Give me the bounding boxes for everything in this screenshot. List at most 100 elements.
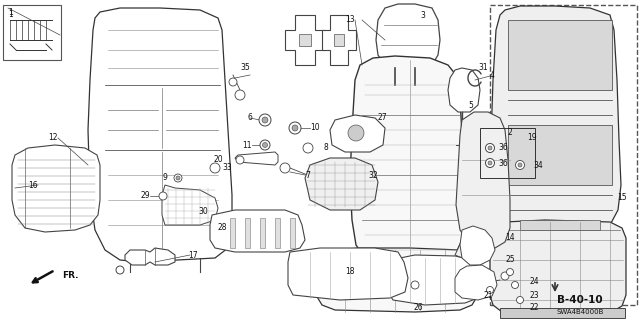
Polygon shape (500, 308, 625, 318)
Polygon shape (314, 248, 478, 312)
Circle shape (501, 272, 509, 280)
Polygon shape (508, 125, 612, 185)
Text: 23: 23 (530, 291, 540, 300)
Circle shape (262, 143, 268, 147)
Polygon shape (290, 218, 295, 248)
Polygon shape (456, 112, 510, 248)
Text: 15: 15 (617, 194, 627, 203)
Text: FR.: FR. (62, 271, 79, 279)
Bar (3, 5, 61, 60)
Circle shape (506, 269, 513, 276)
Text: 31: 31 (478, 63, 488, 72)
Text: 30: 30 (198, 207, 208, 217)
Circle shape (280, 163, 290, 173)
Text: 11: 11 (243, 140, 252, 150)
Text: 27: 27 (378, 114, 388, 122)
Text: 25: 25 (505, 256, 515, 264)
Polygon shape (285, 15, 325, 65)
Polygon shape (490, 220, 626, 315)
Circle shape (486, 159, 495, 167)
Polygon shape (305, 158, 378, 210)
Circle shape (348, 125, 364, 141)
Text: 14: 14 (505, 234, 515, 242)
Text: 19: 19 (527, 133, 536, 143)
Circle shape (174, 174, 182, 182)
Text: 7: 7 (305, 170, 310, 180)
Text: 33: 33 (222, 164, 232, 173)
Circle shape (236, 156, 244, 164)
Text: 10: 10 (310, 123, 319, 132)
Text: 1: 1 (8, 8, 13, 17)
Polygon shape (88, 8, 232, 262)
Polygon shape (508, 20, 612, 90)
Text: B-40-10: B-40-10 (557, 295, 603, 305)
Text: 21: 21 (483, 291, 493, 300)
Polygon shape (260, 218, 265, 248)
Circle shape (511, 281, 518, 288)
Polygon shape (245, 218, 250, 248)
Polygon shape (12, 145, 100, 232)
Circle shape (262, 117, 268, 123)
Text: 18: 18 (345, 268, 355, 277)
Text: 6: 6 (247, 114, 252, 122)
Text: 8: 8 (324, 144, 329, 152)
Text: 34: 34 (533, 160, 543, 169)
Circle shape (235, 90, 245, 100)
Circle shape (488, 146, 492, 150)
Polygon shape (448, 68, 480, 112)
Text: 32: 32 (369, 170, 378, 180)
Text: 5: 5 (468, 100, 473, 109)
Text: 1: 1 (8, 10, 13, 19)
Polygon shape (455, 265, 497, 300)
Text: 36: 36 (498, 159, 508, 167)
Text: 22: 22 (530, 303, 540, 313)
Bar (490, 5, 637, 305)
Text: 13: 13 (346, 16, 355, 25)
Text: 12: 12 (49, 133, 58, 143)
Text: 24: 24 (530, 278, 540, 286)
Polygon shape (460, 226, 495, 265)
Text: 9: 9 (162, 174, 167, 182)
Polygon shape (125, 248, 175, 265)
Text: 3: 3 (420, 11, 426, 19)
Polygon shape (288, 248, 408, 300)
Polygon shape (491, 6, 621, 232)
Text: 4: 4 (490, 70, 495, 79)
Circle shape (260, 140, 270, 150)
Circle shape (516, 296, 524, 303)
Polygon shape (322, 15, 356, 65)
Circle shape (515, 160, 525, 169)
Circle shape (229, 78, 237, 86)
Bar (480, 128, 535, 178)
Polygon shape (210, 210, 305, 252)
Text: 2: 2 (508, 128, 513, 137)
Text: 28: 28 (218, 224, 227, 233)
Circle shape (159, 192, 167, 200)
Polygon shape (350, 56, 465, 265)
Text: 36: 36 (498, 144, 508, 152)
Text: 17: 17 (188, 250, 198, 259)
Text: 26: 26 (413, 303, 423, 313)
Polygon shape (235, 152, 278, 165)
Polygon shape (455, 130, 470, 258)
Circle shape (411, 281, 419, 289)
Text: SWA4B4000B: SWA4B4000B (556, 309, 604, 315)
Circle shape (488, 161, 492, 165)
Text: 16: 16 (28, 181, 38, 189)
Text: 29: 29 (140, 191, 150, 201)
Polygon shape (162, 185, 218, 225)
Circle shape (259, 114, 271, 126)
Circle shape (292, 125, 298, 131)
Polygon shape (299, 34, 311, 46)
Polygon shape (388, 255, 480, 305)
Text: 20: 20 (213, 155, 223, 165)
Circle shape (486, 144, 495, 152)
Circle shape (289, 122, 301, 134)
Polygon shape (230, 218, 235, 248)
Polygon shape (275, 218, 280, 248)
Circle shape (176, 176, 180, 180)
Text: 35: 35 (240, 63, 250, 72)
Circle shape (486, 286, 493, 293)
Polygon shape (334, 34, 344, 46)
Polygon shape (330, 115, 385, 152)
